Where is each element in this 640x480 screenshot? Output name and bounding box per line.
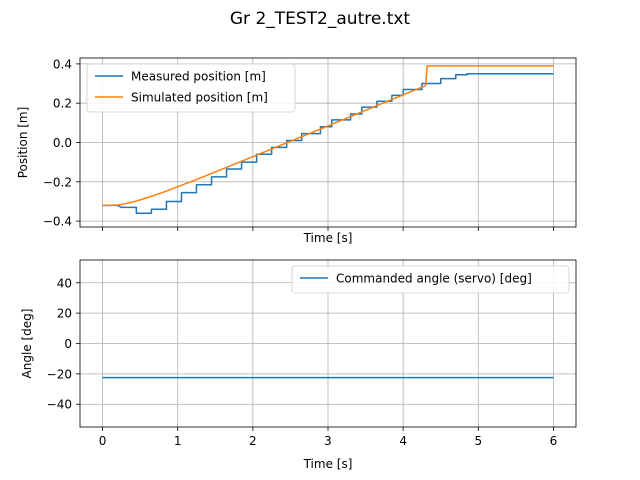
chart-angle: 0 1 2 3 4 5 6 −40 −20 0 20 40 Time [s] Angle [deg] Com… bbox=[20, 259, 577, 471]
series-line-1 bbox=[102, 65, 554, 207]
x-axis-label: Time [s] bbox=[303, 231, 353, 245]
legend-entry: Simulated position [m] bbox=[131, 91, 268, 105]
y-tick-label: 40 bbox=[57, 276, 72, 290]
y-tick-label: −20 bbox=[47, 367, 72, 381]
y-tick-label: 20 bbox=[57, 307, 72, 321]
y-tick-label: 0.2 bbox=[53, 97, 72, 111]
x-tick-label: 3 bbox=[324, 434, 332, 448]
y-tick-label: 0.4 bbox=[53, 57, 72, 71]
legend: Commanded angle (servo) [deg] bbox=[291, 265, 570, 294]
y-axis-label: Angle [deg] bbox=[20, 309, 34, 379]
x-tick-label: 4 bbox=[399, 434, 407, 448]
x-axis-label: Time [s] bbox=[303, 457, 353, 471]
x-tick-label: 6 bbox=[550, 434, 558, 448]
y-tick-label: 0 bbox=[64, 337, 72, 351]
x-tick-label: 5 bbox=[474, 434, 482, 448]
figure-title: Gr 2_TEST2_autre.txt bbox=[230, 9, 411, 29]
y-tick-label: −0.2 bbox=[43, 175, 72, 189]
legend: Measured position [m] Simulated position … bbox=[86, 63, 296, 113]
x-tick-label: 1 bbox=[174, 434, 182, 448]
x-tick-label: 0 bbox=[99, 434, 107, 448]
legend-frame bbox=[291, 265, 570, 294]
y-tick-label: 0.0 bbox=[53, 136, 72, 150]
x-tick-label: 2 bbox=[249, 434, 257, 448]
legend-entry: Measured position [m] bbox=[131, 70, 266, 84]
legend-frame bbox=[86, 63, 296, 113]
y-axis-label: Position [m] bbox=[16, 107, 30, 179]
y-tick-label: −40 bbox=[47, 398, 72, 412]
y-tick-label: −0.4 bbox=[43, 215, 72, 229]
legend-entry: Commanded angle (servo) [deg] bbox=[336, 272, 532, 286]
chart-position: −0.4 −0.2 0.0 0.2 0.4 Time [s] Position [m] Mea… bbox=[16, 57, 577, 245]
